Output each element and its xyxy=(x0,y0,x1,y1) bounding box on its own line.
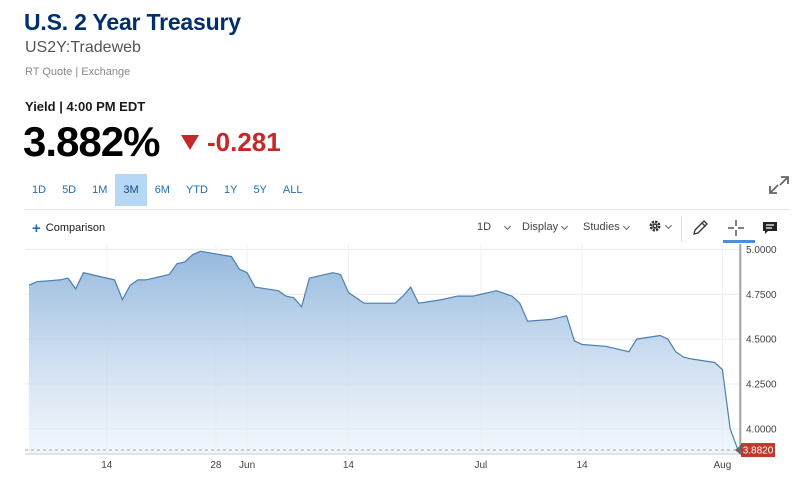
chevron-down-icon xyxy=(561,222,569,230)
yield-change: -0.281 xyxy=(181,127,281,158)
yield-timestamp: Yield | 4:00 PM EDT xyxy=(25,99,146,114)
range-1d-button[interactable]: 1D xyxy=(32,184,47,196)
expand-icon[interactable] xyxy=(768,175,790,195)
x-tick-label: 14 xyxy=(101,460,113,471)
x-tick-label: 14 xyxy=(343,460,355,471)
plus-icon: + xyxy=(32,219,41,237)
range-5y-button[interactable]: 5Y xyxy=(253,184,267,196)
chevron-down-icon xyxy=(664,221,673,229)
toolbar-separator xyxy=(681,216,682,242)
change-value: -0.281 xyxy=(207,127,281,157)
comparison-button[interactable]: + Comparison xyxy=(32,219,106,237)
x-tick-label: Jun xyxy=(239,460,255,471)
x-tick-label: 14 xyxy=(577,460,589,471)
crosshair-icon[interactable] xyxy=(726,218,746,238)
range-6m-button[interactable]: 6M xyxy=(154,184,170,196)
last-value-box xyxy=(741,443,775,458)
x-axis-labels: 14 28 Jun 14 Jul 14 Aug xyxy=(101,460,731,471)
comparison-label: Comparison xyxy=(45,222,106,234)
last-value-badge: 3.8820 xyxy=(735,443,775,458)
page-title: U.S. 2 Year Treasury xyxy=(24,9,241,35)
interval-dropdown[interactable]: 1D xyxy=(477,221,512,233)
chart-toolbar: + Comparison 1D Display Studies xyxy=(24,214,790,244)
y-axis-labels: 5.0000 4.7500 4.5000 4.2500 4.0000 xyxy=(746,245,777,435)
last-value-label: 3.8820 xyxy=(743,446,774,457)
crosshair-active-indicator xyxy=(723,240,755,243)
range-all-button[interactable]: ALL xyxy=(282,184,303,196)
comment-icon[interactable] xyxy=(760,218,780,238)
range-ytd-button[interactable]: YTD xyxy=(185,184,208,196)
studies-label: Studies xyxy=(583,221,620,233)
range-3m-button[interactable]: 3M xyxy=(115,174,147,206)
quote-source: RT Quote | Exchange xyxy=(25,66,131,78)
ticker-symbol: US2Y:Tradeweb xyxy=(25,39,141,56)
header-divider xyxy=(24,209,790,210)
y-tick-label: 5.0000 xyxy=(746,245,777,256)
display-label: Display xyxy=(522,221,559,233)
y-tick-label: 4.2500 xyxy=(746,380,777,391)
settings-dropdown[interactable] xyxy=(648,219,673,233)
yield-line xyxy=(28,250,739,451)
pencil-draw-icon[interactable] xyxy=(690,218,710,238)
x-tick-label: Aug xyxy=(714,460,732,471)
x-tick-label: Jul xyxy=(474,460,487,471)
display-dropdown[interactable]: Display xyxy=(522,221,569,233)
y-tick-label: 4.0000 xyxy=(746,424,777,435)
time-range-selector: 1D 5D 1M 3M 6M YTD 1Y 5Y ALL xyxy=(24,174,310,206)
y-tick-label: 4.7500 xyxy=(746,290,777,301)
yield-area xyxy=(28,251,738,454)
range-1m-button[interactable]: 1M xyxy=(92,184,108,196)
interval-label: 1D xyxy=(477,221,492,233)
settings-gear-icon xyxy=(649,220,661,232)
studies-dropdown[interactable]: Studies xyxy=(583,221,630,233)
chevron-down-icon xyxy=(504,222,512,230)
range-1y-button[interactable]: 1Y xyxy=(223,184,238,196)
chevron-down-icon xyxy=(622,222,630,230)
y-tick-label: 4.5000 xyxy=(746,335,777,346)
current-yield: 3.882% xyxy=(23,118,160,165)
x-tick-label: 28 xyxy=(210,460,222,471)
down-arrow-icon xyxy=(181,135,199,150)
range-5d-button[interactable]: 5D xyxy=(62,184,77,196)
